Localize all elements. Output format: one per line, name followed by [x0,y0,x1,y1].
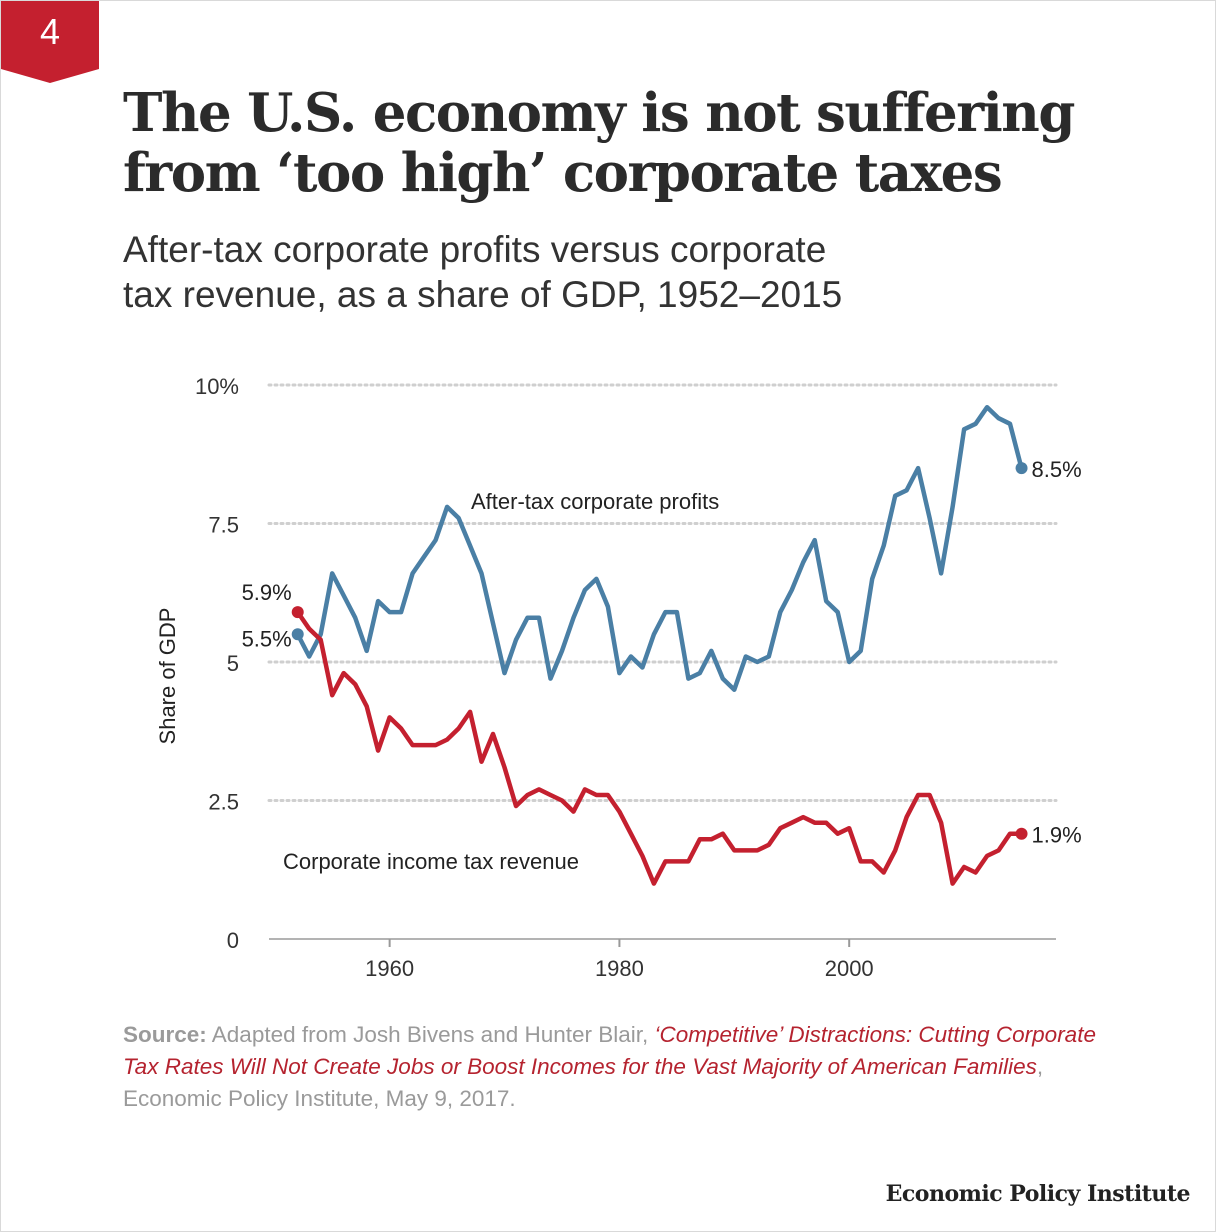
chart-title-line-2: from ‘too high’ corporate taxes [123,142,1003,204]
publisher-logo: Economic Policy Institute [885,1181,1191,1207]
y-tick-label: 10% [195,374,239,399]
y-axis-label: Share of GDP [155,608,180,745]
y-tick-label: 0 [227,928,239,953]
series-end-dot [1015,462,1028,475]
y-tick-label: 5 [227,651,239,676]
source-note: Source: Adapted from Josh Bivens and Hun… [123,1019,1113,1115]
x-tick-label: 2000 [825,956,874,981]
series-name-label-profits: After-tax corporate profits [471,489,719,514]
y-tick-label: 7.5 [208,513,239,538]
y-tick-label: 2.5 [208,790,239,815]
series-start-label: 5.5% [242,626,292,651]
source-text-2: , Economic Policy Institute, May 9, 2017… [123,1054,1044,1111]
x-tick-label: 1960 [365,956,414,981]
chart-subtitle-line-1: After-tax corporate profits versus corpo… [123,229,827,270]
series-name-label-tax-revenue: Corporate income tax revenue [283,849,579,874]
line-chart: 10% 7.5 5 2.5 0 1960 1980 2000 Share of GDP 8.5%… [155,374,1082,981]
series-line-profits [295,404,1024,692]
chart-labels: 8.5% 5.5% 1.9% 5.9% After-tax corporate prof… [242,457,1082,874]
badge-number: 4 [39,11,61,52]
source-prefix: Source: [123,1022,207,1047]
series-start-dot [291,628,304,641]
chart-title-line-1: The U.S. economy is not suffering [123,82,1075,144]
series-start-label: 5.9% [242,580,292,605]
series-end-label: 8.5% [1032,457,1082,482]
series-line-tax-revenue [295,609,1024,886]
grid-lines [267,383,1058,802]
series-end-dot [1015,827,1028,840]
x-tick-label: 1980 [595,956,644,981]
source-report-link[interactable]: ‘Competitive’ Distractions: Cutting Corp… [123,1022,1096,1079]
series-start-dot [291,606,304,619]
source-text-1: Adapted from Josh Bivens and Hunter Blai… [206,1022,655,1047]
chart-title: The U.S. economy is not suffering from ‘… [123,83,1183,203]
chart-subtitle-line-2: tax revenue, as a share of GDP, 1952–201… [123,274,843,315]
badge-ribbon-shape [1,1,99,83]
series-lines [291,404,1028,886]
chart-number-badge: 4 [1,1,99,83]
series-end-label: 1.9% [1032,823,1082,848]
chart-subtitle: After-tax corporate profits versus corpo… [123,227,1183,317]
axes: 10% 7.5 5 2.5 0 1960 1980 2000 Share of GDP [155,374,1056,981]
